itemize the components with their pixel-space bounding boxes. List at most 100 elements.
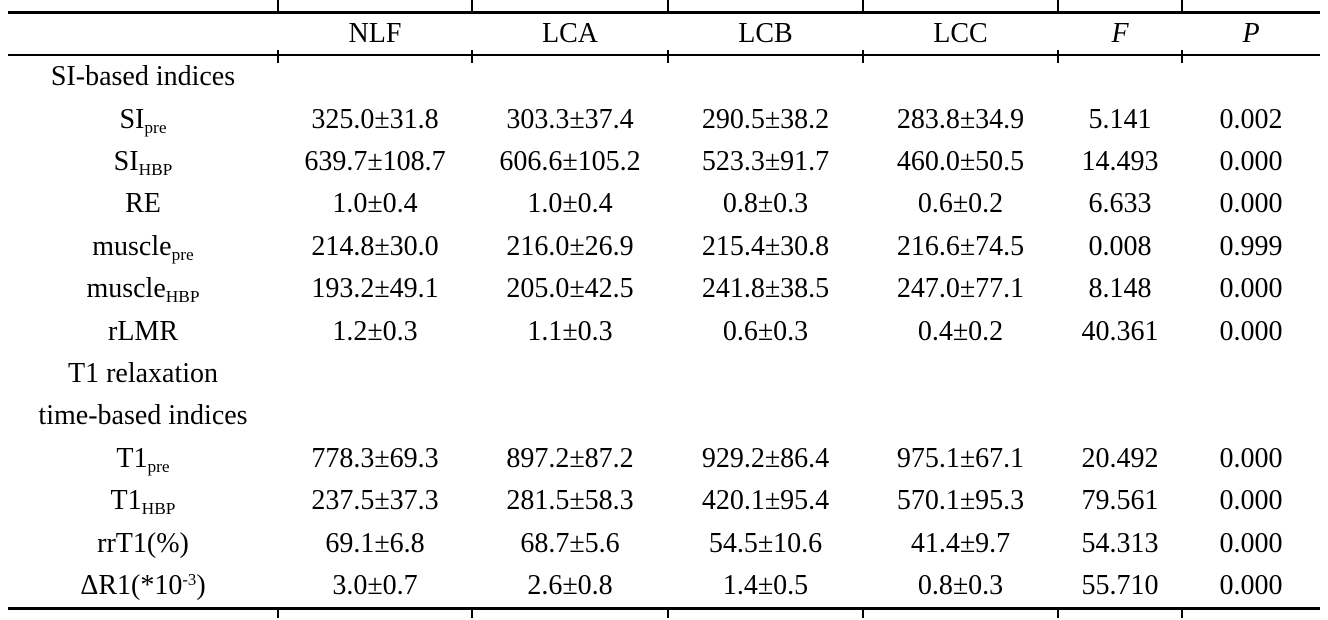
column-divider-tick [277, 0, 279, 12]
value-cell: 0.4±0.2 [917, 315, 1004, 347]
value-cell: 214.8±30.0 [311, 230, 439, 262]
header-cell-NLF: NLF [348, 17, 402, 49]
value-cell: 54.313 [1081, 527, 1159, 559]
value-cell: 0.000 [1219, 273, 1283, 305]
value-cell: 0.000 [1219, 188, 1283, 220]
table-header-row: NLF LCA LCB LCC F P [8, 13, 1320, 54]
column-divider-tick [667, 50, 669, 63]
row-label-subscript: HBP [141, 499, 176, 519]
row-label-text: muscle [86, 273, 166, 305]
value-cell: 68.7±5.6 [520, 527, 620, 559]
section-header-label: SI-based indices [8, 56, 278, 98]
value-cell: 778.3±69.3 [311, 442, 439, 474]
table-row: rLMR 1.2±0.3 1.1±0.3 0.6±0.3 0.4±0.2 40.361 0.… [8, 310, 1320, 352]
value-cell: 69.1±6.8 [325, 527, 425, 559]
column-divider-tick [1181, 50, 1183, 63]
column-divider-tick [1057, 50, 1059, 63]
table-row: ΔR1(*10-3) 3.0±0.7 2.6±0.8 1.4±0.5 0.8±0.3 55… [8, 565, 1320, 607]
column-divider-tick [1057, 608, 1059, 618]
row-label-subscript: HBP [165, 287, 200, 307]
section-header-line: T1 relaxation [67, 357, 219, 389]
row-label: ΔR1(*10-3) [8, 565, 278, 607]
value-cell: 523.3±91.7 [701, 145, 830, 177]
section-header-row: T1 relaxation time-based indices [8, 353, 1320, 438]
value-cell: 216.0±26.9 [506, 230, 634, 262]
value-cell: 0.000 [1219, 442, 1283, 474]
value-cell: 193.2±49.1 [311, 273, 439, 305]
value-cell: 3.0±0.7 [332, 569, 418, 601]
row-label: muscleHBP [8, 268, 278, 310]
value-cell: 570.1±95.3 [896, 485, 1025, 517]
value-cell: 0.000 [1219, 315, 1283, 347]
value-cell: 639.7±108.7 [304, 145, 446, 177]
column-divider-tick [471, 608, 473, 618]
value-cell: 1.0±0.4 [527, 188, 613, 220]
value-cell: 5.141 [1088, 103, 1152, 135]
row-label: SIHBP [8, 141, 278, 183]
column-divider-tick [471, 50, 473, 63]
column-divider-tick [1057, 0, 1059, 12]
row-label-text: SI [119, 103, 145, 135]
value-cell: 303.3±37.4 [506, 103, 634, 135]
row-label-text: T1 [116, 442, 148, 474]
row-label: T1HBP [8, 480, 278, 522]
row-label-superscript: -3 [182, 569, 197, 589]
value-cell: 8.148 [1088, 273, 1152, 305]
section-header-row: SI-based indices [8, 56, 1320, 98]
value-cell: 290.5±38.2 [701, 103, 830, 135]
table-row: SIpre 325.0±31.8 303.3±37.4 290.5±38.2 283.8… [8, 98, 1320, 140]
value-cell: 897.2±87.2 [506, 442, 634, 474]
value-cell: 79.561 [1081, 485, 1159, 517]
row-label-subscript: pre [144, 117, 167, 137]
section-header-label: T1 relaxation time-based indices [8, 353, 278, 438]
value-cell: 215.4±30.8 [701, 230, 830, 262]
row-label-text: rLMR [108, 315, 178, 347]
value-cell: 241.8±38.5 [701, 273, 830, 305]
value-cell: 0.6±0.2 [917, 188, 1004, 220]
row-label: rLMR [8, 310, 278, 352]
row-label: RE [8, 183, 278, 225]
row-label-text: rrT1(%) [97, 527, 189, 559]
column-divider-tick [862, 608, 864, 618]
row-label: rrT1(%) [8, 522, 278, 564]
row-label-text: SI [113, 145, 139, 177]
table-row: rrT1(%) 69.1±6.8 68.7±5.6 54.5±10.6 41.4±9.7… [8, 522, 1320, 564]
value-cell: 0.8±0.3 [917, 569, 1004, 601]
row-label-subscript: pre [171, 244, 194, 264]
row-label: T1pre [8, 438, 278, 480]
table-row: T1HBP 237.5±37.3 281.5±58.3 420.1±95.4 570.1… [8, 480, 1320, 522]
value-cell: 929.2±86.4 [701, 442, 830, 474]
value-cell: 247.0±77.1 [896, 273, 1025, 305]
value-cell: 325.0±31.8 [311, 103, 439, 135]
value-cell: 54.5±10.6 [708, 527, 823, 559]
column-divider-tick [471, 0, 473, 12]
value-cell: 283.8±34.9 [896, 103, 1025, 135]
table-row: muscleHBP 193.2±49.1 205.0±42.5 241.8±38.5 2… [8, 268, 1320, 310]
value-cell: 420.1±95.4 [701, 485, 830, 517]
column-divider-tick [862, 0, 864, 12]
value-cell: 205.0±42.5 [506, 273, 634, 305]
row-label-text: ΔR1(*10 [80, 569, 183, 601]
value-cell: 2.6±0.8 [527, 569, 613, 601]
column-divider-tick [1181, 0, 1183, 12]
header-cell-LCA: LCA [542, 17, 598, 49]
value-cell: 6.633 [1088, 188, 1152, 220]
value-cell: 0.008 [1088, 230, 1152, 262]
header-cell-P: P [1242, 17, 1260, 49]
value-cell: 40.361 [1081, 315, 1159, 347]
table-top-rule [8, 11, 1320, 14]
value-cell: 975.1±67.1 [896, 442, 1025, 474]
value-cell: 1.1±0.3 [527, 315, 613, 347]
value-cell: 20.492 [1081, 442, 1159, 474]
value-cell: 55.710 [1081, 569, 1159, 601]
value-cell: 41.4±9.7 [910, 527, 1011, 559]
row-label-text: muscle [92, 230, 172, 262]
value-cell: 460.0±50.5 [896, 145, 1025, 177]
row-label-subscript: pre [147, 456, 170, 476]
row-label-text: T1 [110, 485, 142, 517]
row-label: musclepre [8, 226, 278, 268]
value-cell: 0.002 [1219, 103, 1283, 135]
column-divider-tick [667, 608, 669, 618]
value-cell: 0.000 [1219, 527, 1283, 559]
